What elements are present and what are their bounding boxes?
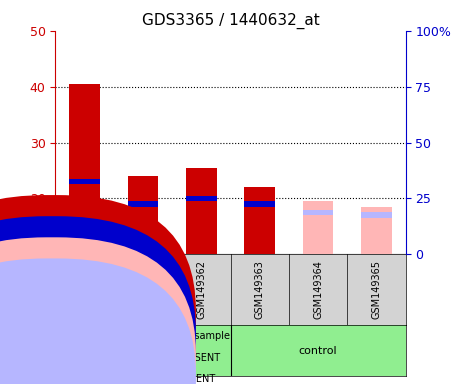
Text: genotype/variation: genotype/variation: [5, 343, 97, 353]
Bar: [244, 187, 275, 254]
Bar: [186, 195, 217, 201]
Text: GSM149364: GSM149364: [313, 260, 323, 319]
Text: GSM149363: GSM149363: [254, 260, 265, 319]
Text: count: count: [65, 310, 92, 320]
Text: rank, Detection Call = ABSENT: rank, Detection Call = ABSENT: [65, 374, 215, 384]
Bar: [128, 201, 158, 207]
Text: GSM149365: GSM149365: [372, 260, 382, 319]
Text: GSM149362: GSM149362: [196, 260, 207, 319]
Bar: [69, 84, 100, 254]
Text: GSM149361: GSM149361: [138, 260, 148, 319]
Bar: [361, 207, 392, 254]
Bar: [69, 179, 100, 184]
Bar: [303, 201, 333, 254]
Bar: [361, 212, 392, 218]
Bar: [303, 210, 333, 215]
Text: Harlequin mutant: Harlequin mutant: [94, 346, 192, 356]
Text: GSM149360: GSM149360: [79, 260, 89, 319]
Text: control: control: [299, 346, 337, 356]
Title: GDS3365 / 1440632_at: GDS3365 / 1440632_at: [142, 13, 319, 29]
Bar: [128, 176, 158, 254]
Bar: [186, 168, 217, 254]
Bar: [244, 201, 275, 207]
Text: percentile rank within the sample: percentile rank within the sample: [65, 331, 230, 341]
Text: value, Detection Call = ABSENT: value, Detection Call = ABSENT: [65, 353, 219, 362]
